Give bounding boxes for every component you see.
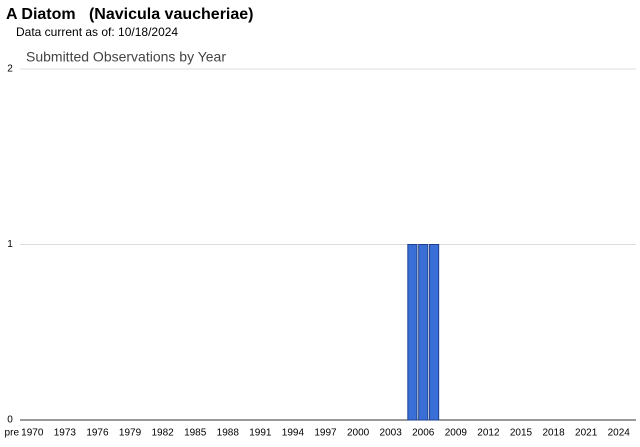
y-tick-label: 0: [7, 415, 13, 426]
subtitle: Data current as of: 10/18/2024: [16, 25, 178, 39]
x-tick-label: pre: [5, 428, 20, 439]
x-tick-label: 1988: [217, 428, 240, 439]
chart-title: A Diatom (Navicula vaucheriae): [6, 6, 254, 23]
x-tick-label: 1970: [21, 428, 44, 439]
x-tick-label: 1994: [282, 428, 305, 439]
x-tick-label: 2000: [347, 428, 370, 439]
x-tick-label: 2024: [608, 428, 631, 439]
x-tick-label: 2021: [575, 428, 598, 439]
bar: [407, 244, 418, 421]
x-tick-label: 2015: [510, 428, 533, 439]
x-tick-label: 2003: [380, 428, 403, 439]
x-tick-label: 1997: [314, 428, 337, 439]
x-tick-label: 1982: [151, 428, 174, 439]
x-tick-label: 2012: [477, 428, 500, 439]
x-tick-label: 1991: [249, 428, 272, 439]
x-tick-label: 1973: [54, 428, 77, 439]
bar: [418, 244, 429, 421]
x-tick-label: 1985: [184, 428, 207, 439]
bar: [429, 244, 440, 421]
x-tick-label: 2018: [542, 428, 565, 439]
x-tick-label: 2006: [412, 428, 435, 439]
x-tick-label: 1976: [86, 428, 109, 439]
y-tick-label: 1: [7, 239, 13, 250]
x-tick-label: 1979: [119, 428, 142, 439]
x-tick-label: 2009: [445, 428, 468, 439]
plot-title: Submitted Observations by Year: [26, 49, 226, 65]
y-tick-label: 2: [7, 64, 13, 75]
